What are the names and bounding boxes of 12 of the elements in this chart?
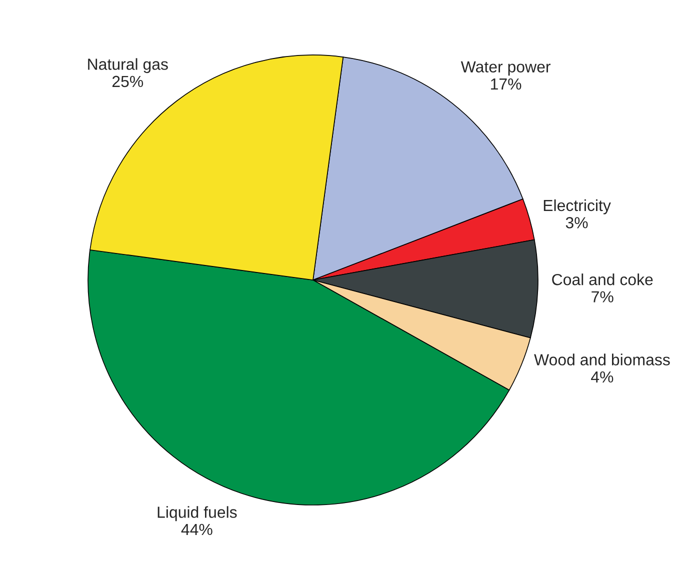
data-label: 3% [566,217,588,228]
slice-label: Coal and coke [552,274,653,286]
data-label: 44% [181,524,212,536]
slice-label: Water power [460,61,550,76]
data-label: 25% [112,76,144,88]
data-label: 4% [591,371,614,383]
slice-label: Electricity [544,199,611,214]
slice-label: Natural gas [88,58,168,74]
data-label: 7% [592,291,614,302]
slice-label: Wood and biomass [534,354,670,366]
slice-label: Liquid fuels [158,506,237,522]
data-label: 17% [491,78,522,90]
